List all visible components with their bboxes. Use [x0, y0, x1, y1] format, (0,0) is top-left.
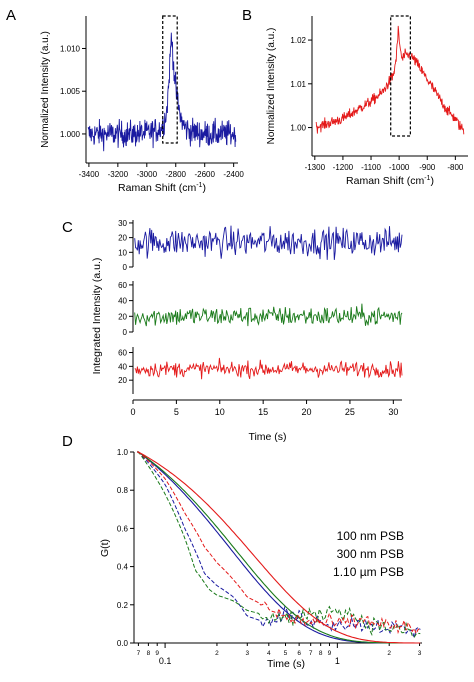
panel-b-y-tick-label: 1.01 — [290, 80, 306, 89]
panel-letter-b: B — [242, 7, 252, 24]
panel-c-y-tick-label: 30 — [118, 219, 127, 228]
panel-d-x-minor-label: 7 — [137, 650, 141, 657]
panel-d-x-minor-label: 3 — [245, 650, 249, 657]
panel-letter-a: A — [6, 7, 16, 24]
panel-d-data-curve — [137, 451, 421, 635]
panel-d-y-tick-label: 1.0 — [117, 448, 129, 457]
panel-d-y-tick-label: 0.2 — [117, 601, 129, 610]
panel-a-y-tick-label: 1.000 — [60, 130, 81, 139]
panel-c-y-axis-label: Integrated Intensity (a.u.) — [91, 258, 103, 375]
panel-c-x-tick-label: 15 — [258, 407, 268, 417]
panel-d-data-curve — [137, 451, 421, 638]
panel-d-x-minor-label: 8 — [147, 650, 151, 657]
panel-b-x-tick-label: -1100 — [361, 163, 381, 172]
panel-a-x-tick-label: -3200 — [108, 170, 129, 179]
panel-a-x-axis-label-superscript: -1 — [196, 182, 202, 189]
panel-d-x-minor-label: 5 — [284, 650, 288, 657]
panel-letter-d: D — [62, 433, 73, 450]
panel-c-series-line — [134, 357, 403, 380]
panel-d-x-minor-label: 4 — [267, 650, 271, 657]
panel-b-highlight-box — [390, 15, 411, 137]
panel-a-highlight-box — [162, 15, 178, 144]
panel-c-y-tick-label: 20 — [118, 234, 127, 243]
panel-c-y-tick-label: 60 — [118, 349, 127, 358]
panel-a-x-tick-label: -2600 — [194, 170, 215, 179]
panel-d-y-axis-label: G(t) — [99, 539, 111, 557]
panel-b-x-axis-label-close: ) — [430, 175, 434, 187]
panel-b-x-axis-label: Raman Shift (cm-1) — [346, 175, 434, 187]
panel-d-x-minor-label: 6 — [297, 650, 301, 657]
panel-b-x-tick-label: -1000 — [389, 163, 410, 172]
panel-a-y-tick-label: 1.005 — [60, 87, 81, 96]
panel-b-x-axis-label-superscript: -1 — [424, 175, 430, 182]
panel-d-x-minor-label: 8 — [319, 650, 323, 657]
panel-a-x-tick-label: -2400 — [223, 170, 244, 179]
panel-a-x-tick-label: -3000 — [137, 170, 158, 179]
panel-d-x-minor-label: 3 — [418, 650, 422, 657]
panel-b-y-tick-label: 1.00 — [290, 124, 306, 133]
panel-c-y-tick-label: 40 — [118, 297, 127, 306]
panel-b-y-tick-label: 1.02 — [290, 36, 306, 45]
panel-c-y-tick-label: 20 — [118, 312, 127, 321]
panel-c-series-line — [134, 303, 403, 327]
panel-d-x-major-label: 0.1 — [159, 656, 172, 666]
panel-d-y-tick-label: 0.0 — [117, 639, 129, 648]
panel-d-legend-entry: 100 nm PSB — [337, 529, 404, 543]
panel-d-legend-entry: 300 nm PSB — [337, 547, 404, 561]
panel-c-y-tick-label: 0 — [123, 263, 128, 272]
panel-a-x-axis-label: Raman Shift (cm-1) — [118, 182, 206, 194]
panel-d-x-minor-label: 7 — [309, 650, 313, 657]
panel-d-y-tick-label: 0.4 — [117, 563, 129, 572]
panel-b-x-tick-label: -1300 — [305, 163, 326, 172]
panel-c-series-line — [134, 225, 403, 260]
panel-c-x-tick-label: 5 — [174, 407, 179, 417]
panel-c-y-tick-label: 40 — [118, 362, 127, 371]
panel-b-x-tick-label: -800 — [447, 163, 464, 172]
panel-d-x-axis-label: Time (s) — [267, 658, 305, 670]
panel-letter-c: C — [62, 219, 73, 236]
panel-b-x-tick-label: -900 — [419, 163, 436, 172]
panel-d-y-tick-label: 0.8 — [117, 486, 129, 495]
panel-d-x-minor-label: 2 — [215, 650, 219, 657]
panel-a-x-tick-label: -3400 — [79, 170, 100, 179]
panel-c-y-tick-label: 20 — [118, 376, 127, 385]
panel-c-x-tick-label: 0 — [130, 407, 135, 417]
panel-a-x-tick-label: -2800 — [166, 170, 187, 179]
panel-a-series-line — [87, 32, 237, 152]
panel-c-x-axis-label: Time (s) — [248, 431, 286, 443]
panel-d-x-major-label: 1 — [335, 656, 340, 666]
panel-d-legend-entry: 1.10 µm PSB — [333, 565, 404, 579]
panel-d-fit-curve — [137, 450, 421, 644]
panel-c-y-tick-label: 60 — [118, 281, 127, 290]
panel-a-x-axis-label-close: ) — [202, 182, 206, 194]
panel-b-x-tick-label: -1200 — [333, 163, 354, 172]
panel-d-x-minor-label: 2 — [387, 650, 391, 657]
panel-d-x-minor-label: 9 — [155, 650, 159, 657]
panel-c-x-tick-label: 10 — [215, 407, 225, 417]
panel-d-x-minor-label: 9 — [328, 650, 332, 657]
panel-c-x-tick-label: 25 — [345, 407, 355, 417]
panel-d-y-tick-label: 0.6 — [117, 524, 129, 533]
panel-c-x-tick-label: 20 — [302, 407, 312, 417]
panel-a-y-axis-label: Normalized Intensity (a.u.) — [40, 31, 51, 148]
panel-b-series-line — [315, 25, 465, 135]
panel-b-y-axis-label: Normalized Intensity (a.u.) — [266, 28, 277, 145]
panel-d-fit-curve — [137, 451, 421, 644]
panel-c-x-tick-label: 30 — [388, 407, 398, 417]
panel-c-y-tick-label: 10 — [118, 248, 127, 257]
panel-a-y-tick-label: 1.010 — [60, 44, 81, 53]
panel-c-y-tick-label: 0 — [123, 328, 128, 337]
